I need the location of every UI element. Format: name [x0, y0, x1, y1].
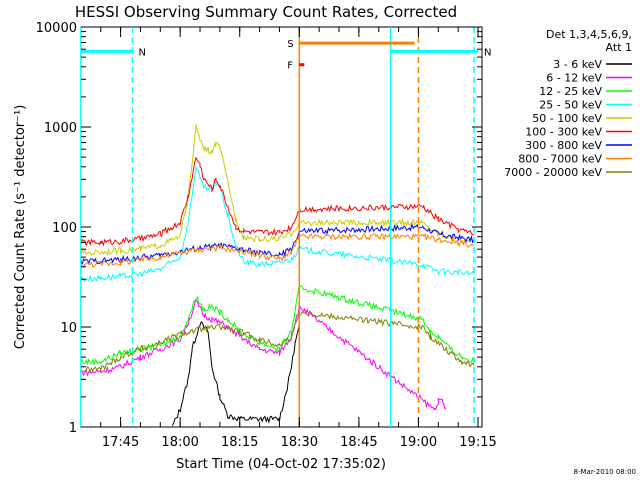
legend-label: 25 - 50 keV	[539, 99, 602, 112]
state-label: N	[484, 47, 491, 58]
y-tick-label: 10	[60, 321, 77, 336]
annotation-layer: N N SF	[80, 27, 492, 427]
series-line	[80, 232, 423, 268]
footer-date: 8-Mar-2010 08:00	[574, 468, 636, 476]
legend-label: 7000 - 20000 keV	[504, 166, 602, 179]
y-tick-label: 1000	[44, 121, 77, 136]
legend-label: 12 - 25 keV	[539, 85, 602, 98]
series-line	[80, 157, 423, 247]
series-line	[80, 310, 423, 374]
series-line	[171, 320, 300, 426]
x-tick-label: 17:45	[102, 435, 139, 450]
series-line	[80, 166, 423, 283]
legend-header-line2: Att 1	[606, 41, 632, 54]
series-line	[80, 222, 423, 265]
y-tick-label: 100	[52, 221, 77, 236]
y-tick-label: 1	[69, 421, 77, 436]
chart-title: HESSI Observing Summary Count Rates, Cor…	[75, 3, 457, 21]
state-label: S	[287, 39, 293, 50]
y-tick-label: 10000	[36, 21, 77, 36]
series-line	[80, 124, 423, 257]
series-line	[421, 225, 475, 244]
legend-label: 800 - 7000 keV	[518, 153, 602, 166]
legend-header-line1: Det 1,3,4,5,6,9,	[546, 28, 632, 41]
series-layer	[80, 124, 475, 426]
x-axis-label: Start Time (04-Oct-02 17:35:02)	[176, 457, 386, 472]
x-tick-label: 19:00	[400, 435, 437, 450]
legend-label: 300 - 800 keV	[525, 139, 602, 152]
legend-label: 100 - 300 keV	[525, 126, 602, 139]
series-line	[421, 204, 475, 236]
series-line	[421, 317, 475, 364]
legend-label: 6 - 12 keV	[546, 72, 602, 85]
legend-label: 3 - 6 keV	[553, 58, 602, 71]
x-tick-label: 18:30	[281, 435, 318, 450]
series-line	[80, 298, 435, 411]
series-line	[422, 325, 475, 368]
series-line	[433, 397, 447, 411]
legend-label: 50 - 100 keV	[532, 112, 602, 125]
y-axis-label: Corrected Count Rate (s⁻¹ detector⁻¹)	[13, 105, 28, 350]
x-tick-label: 18:00	[161, 435, 198, 450]
x-tick-label: 18:15	[221, 435, 258, 450]
state-label: N	[138, 47, 145, 58]
x-tick-label: 19:15	[459, 435, 496, 450]
state-label: F	[287, 61, 293, 72]
x-axis: 17:45 18:00 18:15 18:30 18:45 19:00 19:15	[100, 27, 497, 450]
x-tick-label: 18:45	[340, 435, 377, 450]
plot-frame	[80, 26, 483, 428]
series-line	[421, 263, 475, 277]
series-line	[421, 232, 475, 248]
y-axis: 1 10 100 1000 10000	[36, 21, 482, 436]
